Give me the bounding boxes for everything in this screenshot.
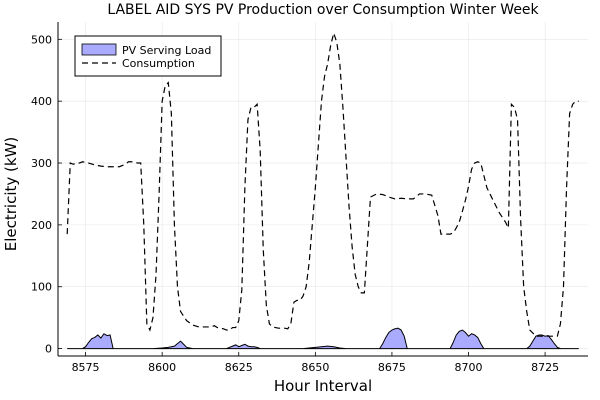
y-axis-ticks: 0 100 200 300 400 500 xyxy=(31,33,62,356)
y-tick-label: 100 xyxy=(31,281,52,294)
pv-serving-load-series xyxy=(67,327,579,350)
y-tick-label: 400 xyxy=(31,95,52,108)
x-tick-label: 8675 xyxy=(378,361,406,374)
x-axis-label: Hour Interval xyxy=(274,377,372,395)
x-tick-label: 8700 xyxy=(455,361,483,374)
legend-box xyxy=(74,35,222,77)
pv-serving-load-area xyxy=(67,327,579,350)
legend-swatch-pv-serving-load xyxy=(81,43,117,56)
y-tick-label: 300 xyxy=(31,157,52,170)
x-tick-label: 8625 xyxy=(225,361,253,374)
x-axis-ticks: 8575 8600 8625 8650 8675 8700 8725 xyxy=(72,352,559,374)
y-tick-label: 500 xyxy=(31,33,52,46)
x-tick-label: 8600 xyxy=(148,361,176,374)
y-axis-label: Electricity (kW) xyxy=(2,137,20,252)
consumption-series xyxy=(66,30,579,337)
consumption-line xyxy=(66,30,579,337)
y-tick-label: 0 xyxy=(45,343,52,356)
legend: PV Serving Load Consumption xyxy=(74,35,222,77)
x-tick-label: 8575 xyxy=(72,361,100,374)
axes xyxy=(57,22,588,357)
chart-title: LABEL AID SYS PV Production over Consump… xyxy=(107,2,539,18)
legend-label-consumption: Consumption xyxy=(122,57,195,70)
legend-label-pv-serving-load: PV Serving Load xyxy=(122,44,211,57)
x-tick-label: 8725 xyxy=(531,361,559,374)
x-tick-label: 8650 xyxy=(301,361,329,374)
y-tick-label: 200 xyxy=(31,219,52,232)
